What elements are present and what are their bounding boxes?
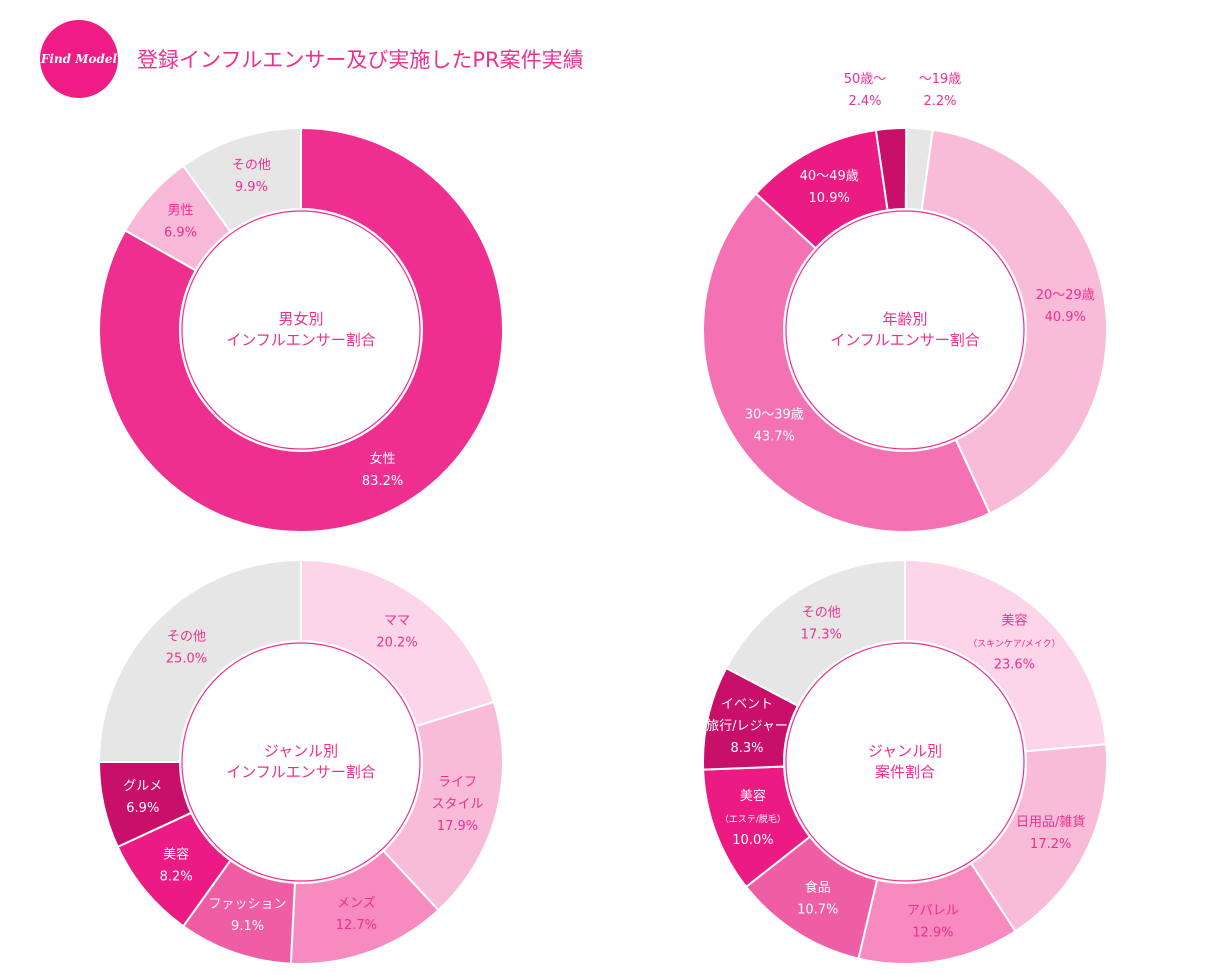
center-label: ジャンル別インフルエンサー割合: [226, 742, 376, 781]
slice-label: アパレル 12.9%: [907, 904, 959, 941]
slice[interactable]: [98, 126, 504, 533]
donut-chart-3: ママ 20.2% ライフスタイル 17.9% メンズ 12.7% ファッション 9.1% 美容 8…: [97, 558, 504, 965]
slice[interactable]: [97, 558, 302, 763]
slice-label: 50歳〜 2.4%: [844, 72, 887, 109]
slice[interactable]: [300, 558, 496, 728]
slice[interactable]: [181, 126, 302, 234]
center-label: 年齢別インフルエンサー割合: [830, 310, 980, 349]
logo-text: Find Model: [40, 52, 118, 66]
center-circle: [181, 210, 421, 450]
donut-chart-1: 女性 83.2% 男性 6.9% その他 9.9% 男女別インフルエンサー割合: [98, 126, 504, 533]
slice-label: その他 17.3%: [801, 605, 842, 642]
slice[interactable]: [724, 558, 906, 708]
center-circle: [785, 642, 1025, 882]
slice-label: その他 9.9%: [232, 158, 271, 195]
slice[interactable]: [874, 127, 908, 212]
slice-label: 20〜29歳 40.9%: [1036, 288, 1095, 325]
slice-label: 40〜49歳 10.9%: [800, 169, 859, 206]
slice-label: 女性 83.2%: [362, 451, 403, 489]
slice-label: 美容 8.2%: [160, 846, 193, 884]
slice[interactable]: [920, 128, 1108, 515]
slice-label: 食品 10.7%: [797, 880, 838, 918]
donut-chart-4: 美容（スキンケア/メイク） 23.6% 日用品/雑貨 17.2% アパレル 12.9% 食品…: [702, 558, 1108, 965]
slice-label: メンズ 12.7%: [336, 895, 377, 933]
slice-label: 30〜39歳 43.7%: [745, 408, 804, 445]
slice-label: イベント旅行/レジャー 8.3%: [706, 697, 788, 756]
slice-label: ライフスタイル 17.9%: [432, 775, 484, 834]
center-label: 男女別インフルエンサー割合: [226, 310, 376, 349]
slice-label: ママ 20.2%: [376, 614, 417, 651]
find-model-logo: Find Model: [40, 20, 118, 98]
donut-chart-2: 〜19歳 2.2% 20〜29歳 40.9% 30〜39歳 43.7% 40〜49歳 10.9…: [702, 72, 1108, 533]
center-circle: [785, 210, 1025, 450]
slice[interactable]: [381, 700, 504, 912]
center-label: ジャンル別案件割合: [868, 742, 942, 781]
slice-label: 美容（エステ/脱毛） 10.0%: [720, 788, 786, 848]
slice[interactable]: [904, 558, 1108, 753]
slice[interactable]: [702, 192, 992, 533]
slice-label: 日用品/雑貨 17.2%: [1016, 814, 1085, 852]
center-circle: [181, 642, 421, 882]
slice-label: 美容（スキンケア/メイク） 23.6%: [968, 613, 1061, 673]
slice-label: グルメ 6.9%: [123, 779, 162, 816]
slice-label: その他 25.0%: [166, 629, 207, 666]
slice-label: 男性 6.9%: [164, 204, 197, 241]
page-title: 登録インフルエンサー及び実施したPR案件実績: [137, 48, 584, 72]
slice-label: 〜19歳 2.2%: [919, 72, 962, 109]
slice-label: ファッション 9.1%: [209, 897, 287, 934]
